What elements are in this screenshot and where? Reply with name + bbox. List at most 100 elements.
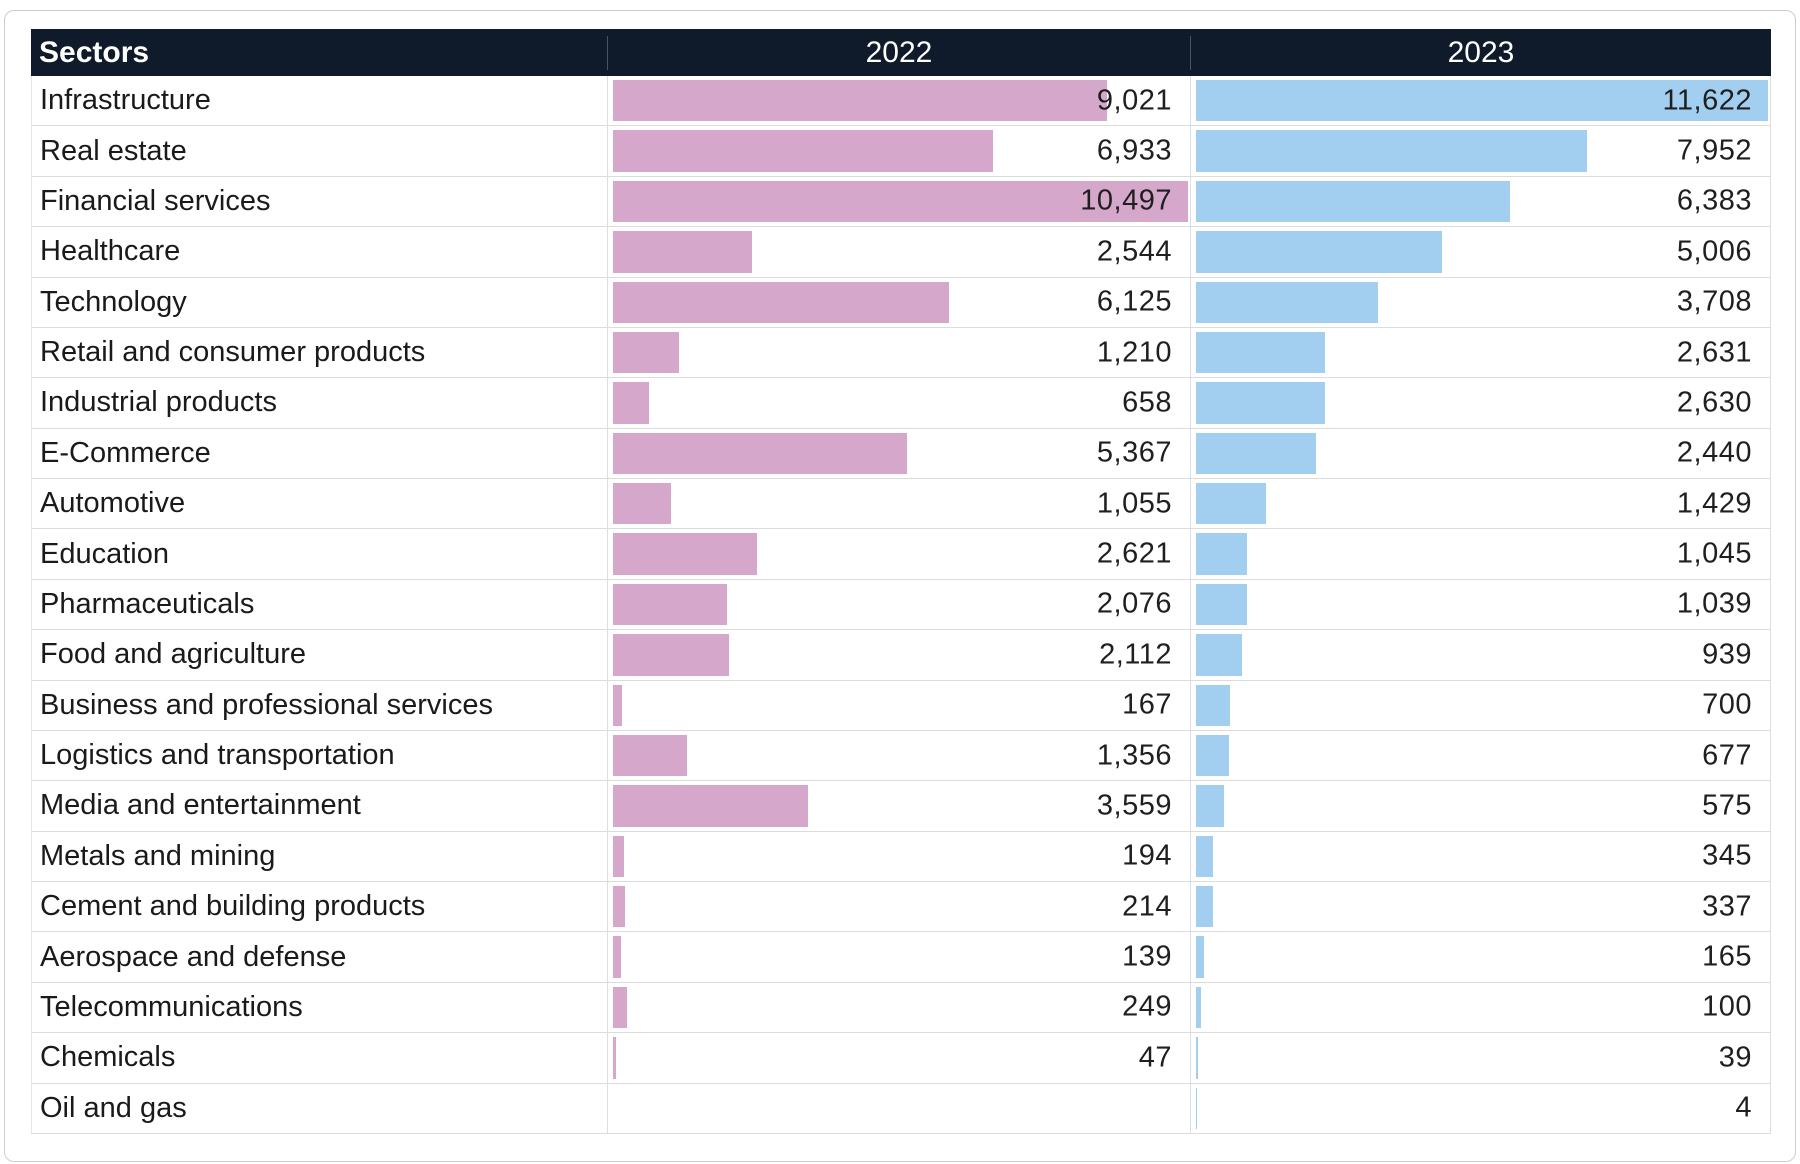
sector-deal-table: Sectors 2022 2023 Infrastructure 9,021 1… bbox=[31, 29, 1771, 1134]
sector-name: Retail and consumer products bbox=[31, 327, 607, 378]
bar-2023 bbox=[1196, 986, 1201, 1029]
bar-cell-2022: 6,125 bbox=[607, 277, 1190, 327]
bar-cell-2022: 1,356 bbox=[607, 730, 1190, 781]
value-2022: 194 bbox=[1122, 839, 1172, 872]
value-2023: 7,952 bbox=[1676, 134, 1752, 167]
bar-track-2023 bbox=[1196, 483, 1768, 525]
bar-cell-2022: 194 bbox=[607, 831, 1190, 881]
bar-cell-2023: 3,708 bbox=[1190, 277, 1771, 327]
sector-name: Infrastructure bbox=[31, 76, 607, 126]
bar-track-2023 bbox=[1196, 180, 1768, 223]
value-2023: 11,622 bbox=[1662, 84, 1752, 117]
bar-cell-2023: 1,045 bbox=[1190, 529, 1771, 579]
value-2023: 939 bbox=[1702, 638, 1752, 671]
bar-cell-2023: 1,429 bbox=[1190, 479, 1771, 529]
sector-name: Healthcare bbox=[31, 227, 607, 277]
bar-2023 bbox=[1196, 432, 1317, 474]
bar-2022 bbox=[613, 180, 1188, 223]
value-2022: 2,112 bbox=[1099, 638, 1172, 671]
bar-track-2023 bbox=[1196, 130, 1768, 172]
bar-cell-2022: 1,210 bbox=[607, 327, 1190, 378]
bar-track-2022 bbox=[613, 1037, 1188, 1079]
bar-track-2023 bbox=[1196, 986, 1768, 1029]
bar-track-2022 bbox=[613, 432, 1188, 474]
bar-2023 bbox=[1196, 1037, 1198, 1079]
bar-2022 bbox=[613, 331, 680, 374]
bar-2023 bbox=[1196, 382, 1326, 424]
bar-cell-2022: 658 bbox=[607, 378, 1190, 428]
bar-2023 bbox=[1196, 835, 1213, 877]
bar-cell-2023: 345 bbox=[1190, 831, 1771, 881]
bar-cell-2023: 4 bbox=[1190, 1083, 1771, 1133]
value-2022: 214 bbox=[1122, 890, 1172, 923]
value-2023: 100 bbox=[1702, 990, 1752, 1023]
bar-2023 bbox=[1196, 634, 1243, 676]
table-row: Retail and consumer products 1,210 2,631 bbox=[31, 327, 1771, 379]
bar-track-2023 bbox=[1196, 785, 1768, 827]
bar-2023 bbox=[1196, 785, 1225, 827]
value-2023: 2,631 bbox=[1676, 336, 1752, 369]
value-2023: 700 bbox=[1702, 688, 1752, 721]
bar-2022 bbox=[613, 785, 808, 827]
table-row: Financial services 10,497 6,383 bbox=[31, 176, 1771, 228]
bar-cell-2022: 1,055 bbox=[607, 479, 1190, 529]
table-row: Telecommunications 249 100 bbox=[31, 982, 1771, 1034]
bar-cell-2023: 677 bbox=[1190, 730, 1771, 781]
bar-track-2022 bbox=[613, 583, 1188, 626]
value-2023: 165 bbox=[1702, 940, 1752, 973]
bar-2023 bbox=[1196, 936, 1205, 978]
bar-cell-2022: 47 bbox=[607, 1033, 1190, 1083]
bar-track-2022 bbox=[613, 281, 1188, 323]
bar-2022 bbox=[613, 634, 729, 676]
bar-cell-2023: 100 bbox=[1190, 982, 1771, 1033]
bar-2023 bbox=[1196, 231, 1443, 273]
value-2022: 10,497 bbox=[1080, 184, 1172, 217]
bar-track-2023 bbox=[1196, 533, 1768, 575]
bar-2023 bbox=[1196, 533, 1248, 575]
header-2023: 2023 bbox=[1190, 35, 1771, 70]
bar-2022 bbox=[613, 130, 993, 172]
bar-cell-2022: 2,076 bbox=[607, 579, 1190, 630]
value-2023: 5,006 bbox=[1676, 235, 1752, 268]
bar-track-2023 bbox=[1196, 634, 1768, 676]
bar-cell-2023: 5,006 bbox=[1190, 227, 1771, 277]
bar-track-2023 bbox=[1196, 835, 1768, 877]
value-2022: 3,559 bbox=[1096, 789, 1172, 822]
sector-name: Cement and building products bbox=[31, 882, 607, 932]
bar-track-2023 bbox=[1196, 1037, 1768, 1079]
bar-2022 bbox=[613, 886, 625, 928]
bar-track-2023 bbox=[1196, 231, 1768, 273]
value-2022: 1,055 bbox=[1096, 487, 1172, 520]
bar-cell-2022: 6,933 bbox=[607, 126, 1190, 176]
sector-name: Metals and mining bbox=[31, 831, 607, 881]
bar-2022 bbox=[613, 231, 753, 273]
bar-track-2022 bbox=[613, 835, 1188, 877]
sector-name: Oil and gas bbox=[31, 1083, 607, 1133]
sector-name: Telecommunications bbox=[31, 982, 607, 1033]
table-row: Metals and mining 194 345 bbox=[31, 831, 1771, 882]
table-row: Healthcare 2,544 5,006 bbox=[31, 227, 1771, 278]
bar-track-2022 bbox=[613, 231, 1188, 273]
value-2022: 139 bbox=[1122, 940, 1172, 973]
bar-track-2023 bbox=[1196, 886, 1768, 928]
bar-cell-2023: 700 bbox=[1190, 680, 1771, 730]
value-2023: 575 bbox=[1702, 789, 1752, 822]
bar-track-2023 bbox=[1196, 936, 1768, 978]
sector-name: Real estate bbox=[31, 126, 607, 176]
bar-cell-2023: 6,383 bbox=[1190, 176, 1771, 227]
sector-name: Media and entertainment bbox=[31, 781, 607, 831]
bar-track-2022 bbox=[613, 130, 1188, 172]
table-row: Logistics and transportation 1,356 677 bbox=[31, 730, 1771, 782]
sector-name: Business and professional services bbox=[31, 680, 607, 730]
sector-name: Aerospace and defense bbox=[31, 932, 607, 982]
sector-name: Financial services bbox=[31, 176, 607, 227]
bar-track-2022 bbox=[613, 634, 1188, 676]
bar-2022 bbox=[613, 684, 623, 726]
table-row: Education 2,621 1,045 bbox=[31, 529, 1771, 580]
bar-track-2022 bbox=[613, 785, 1188, 827]
value-2022: 658 bbox=[1122, 386, 1172, 419]
sector-name: E-Commerce bbox=[31, 428, 607, 478]
bar-track-2023 bbox=[1196, 734, 1768, 777]
bar-cell-2023: 11,622 bbox=[1190, 76, 1771, 126]
bar-track-2023 bbox=[1196, 583, 1768, 626]
